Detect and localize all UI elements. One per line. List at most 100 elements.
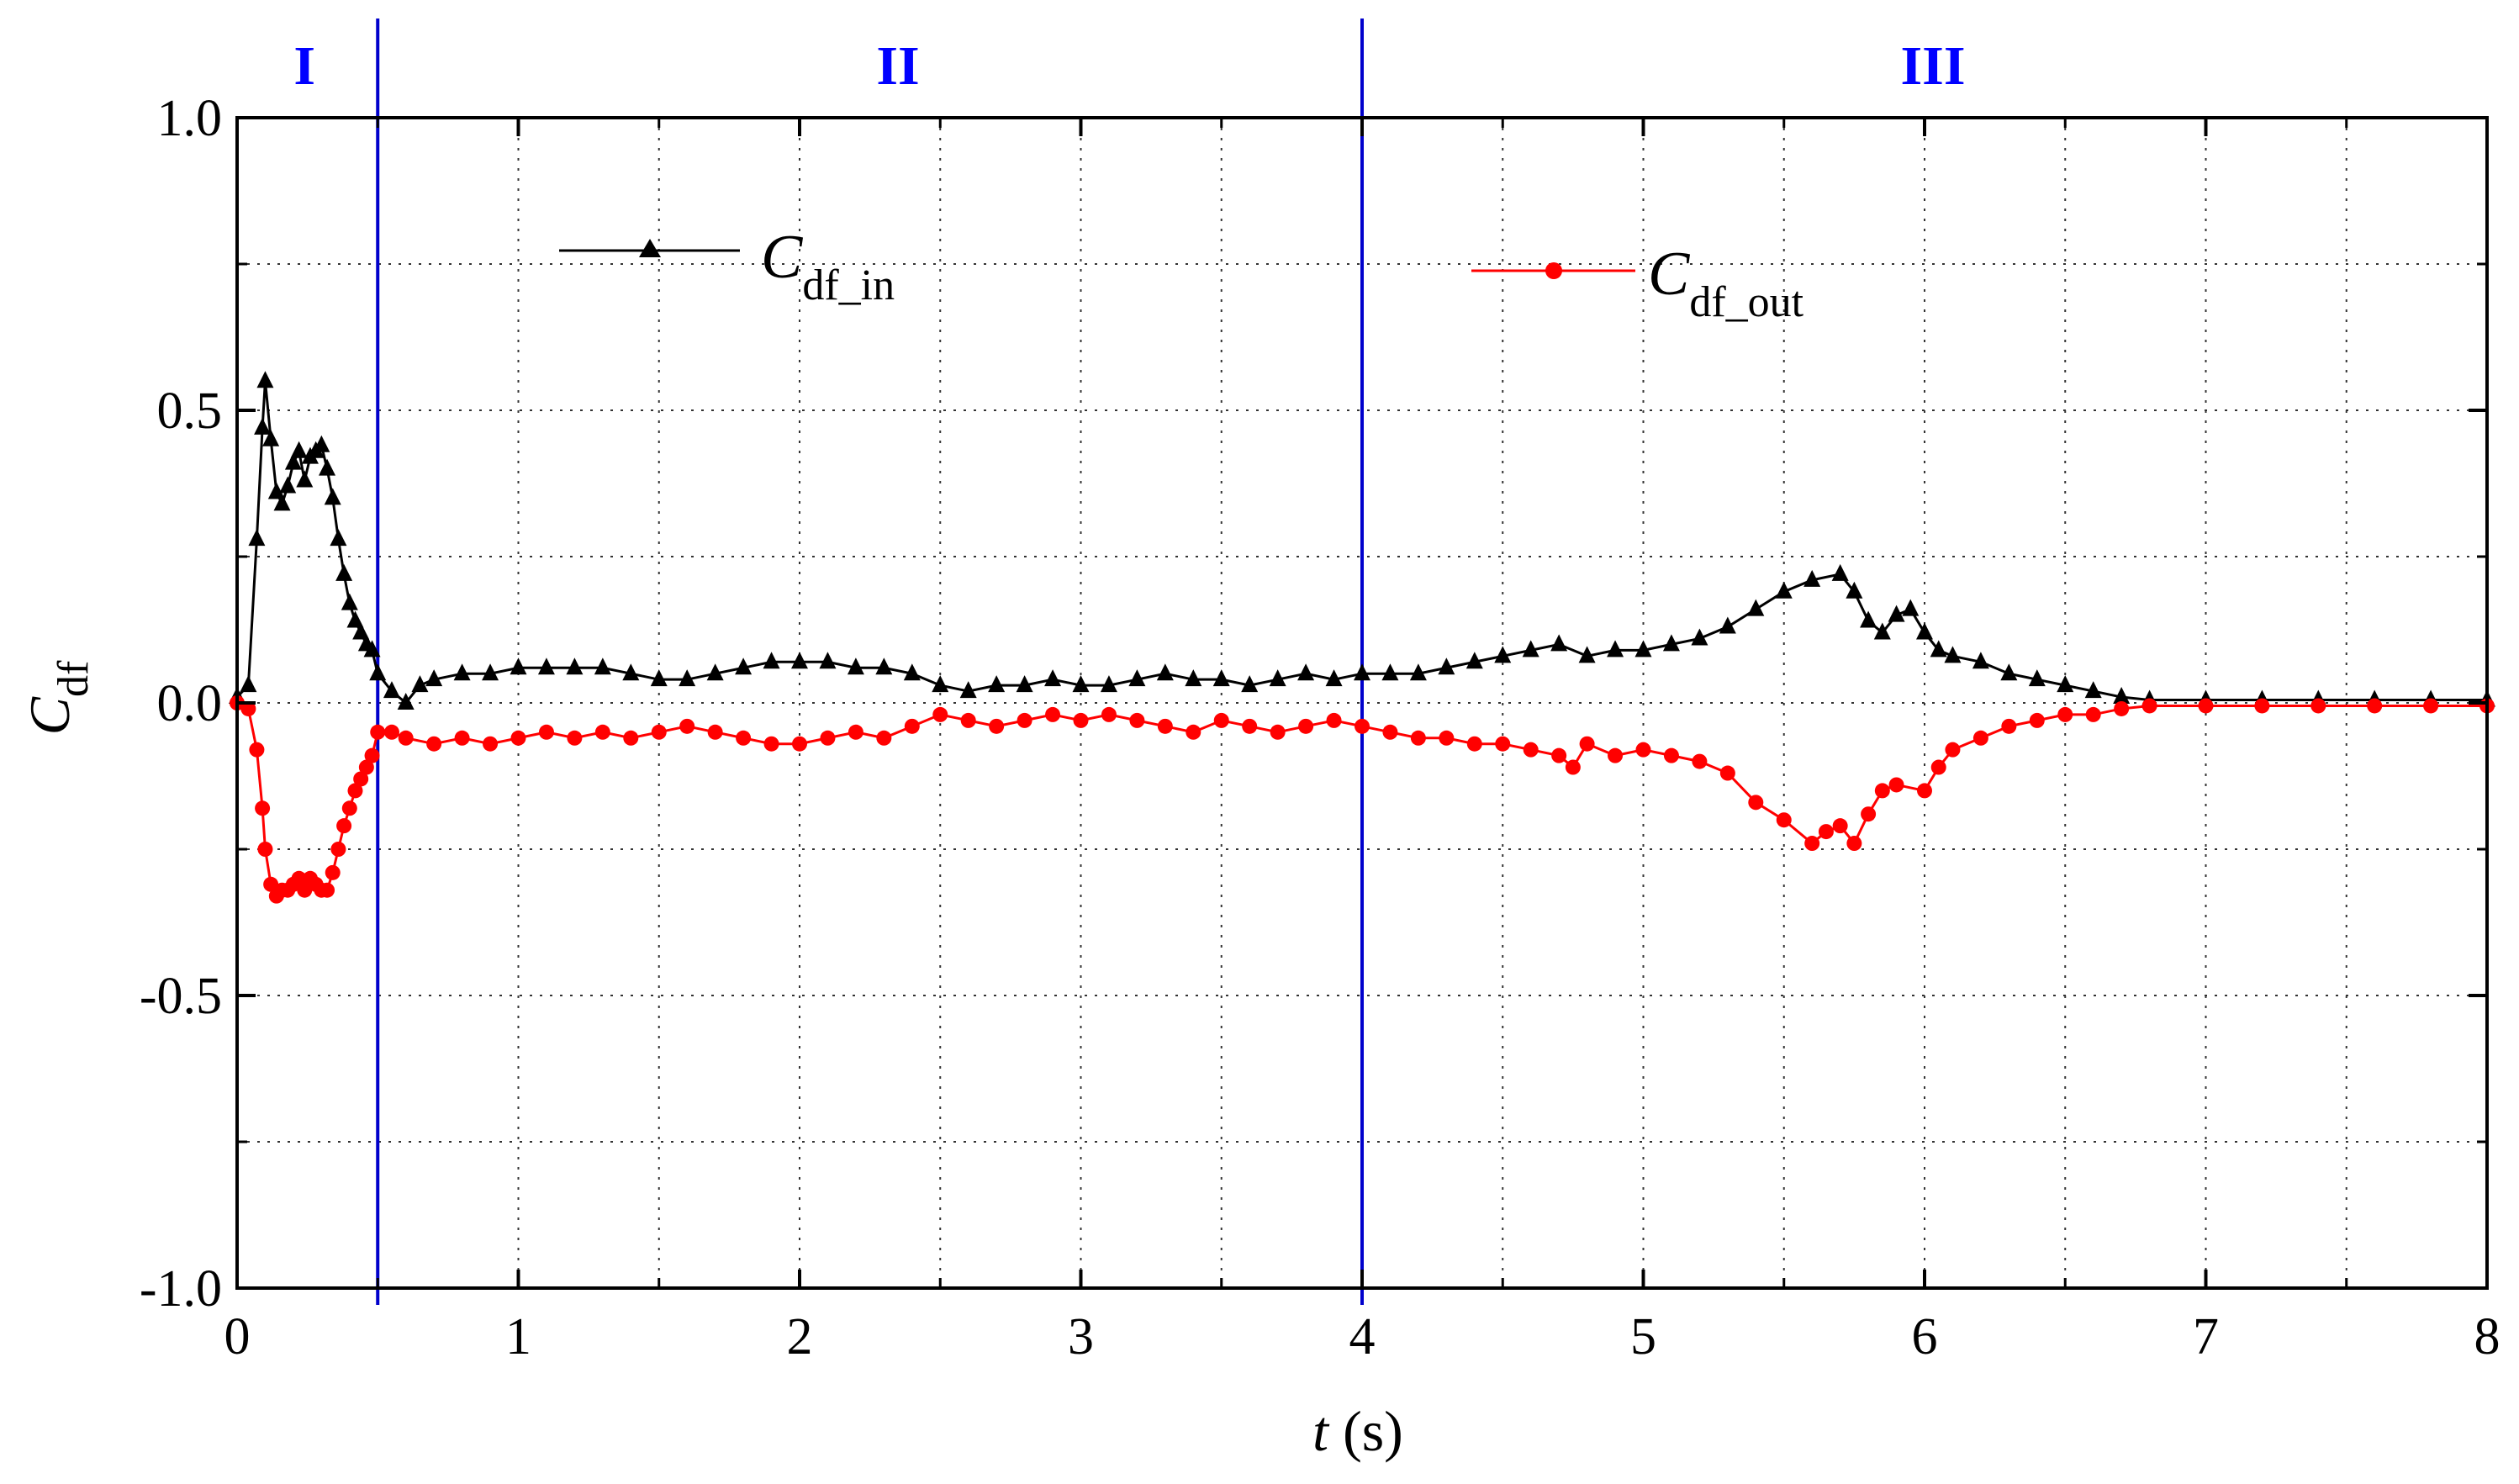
data-point-C_df_in <box>706 663 724 681</box>
data-point-C_df_in <box>1860 610 1877 628</box>
x-tick-label: 4 <box>1349 1308 1376 1365</box>
data-point-C_df_out <box>651 724 667 740</box>
legend-label-out-main: C <box>1648 240 1691 309</box>
data-point-C_df_in <box>1775 581 1793 599</box>
x-tick-label: 6 <box>1912 1308 1938 1365</box>
data-point-C_df_out <box>1874 783 1890 799</box>
data-point-C_df_in <box>324 488 341 505</box>
y-axis-title-main: C <box>18 696 82 735</box>
data-point-C_df_in <box>341 593 358 610</box>
data-point-C_df_out <box>1719 765 1735 781</box>
data-point-C_df_in <box>453 663 471 681</box>
data-point-C_df_out <box>255 800 271 816</box>
x-axis-title-var: t <box>1312 1399 1330 1463</box>
data-point-C_df_in <box>959 681 977 699</box>
legend-label-out-sub: df_out <box>1689 278 1803 326</box>
data-point-C_df_out <box>1551 747 1567 763</box>
data-point-C_df_in <box>330 529 347 547</box>
data-point-C_df_in <box>650 669 668 687</box>
data-point-C_df_out <box>820 730 836 746</box>
data-point-C_df_out <box>1270 724 1286 740</box>
data-point-C_df_out <box>1861 806 1877 822</box>
data-point-C_df_out <box>325 864 341 880</box>
y-tick-label: -0.5 <box>140 968 222 1025</box>
legend-label-in: Cdf_in <box>761 223 895 309</box>
data-point-C_df_in <box>1156 663 1174 681</box>
data-point-C_df_in <box>397 693 415 710</box>
data-point-C_df_in <box>537 658 555 675</box>
series-line-C_df_out <box>236 701 2487 899</box>
x-tick-label: 7 <box>2193 1308 2219 1365</box>
data-point-C_df_in <box>383 681 400 699</box>
data-point-C_df_out <box>383 724 399 740</box>
data-point-C_df_out <box>297 882 313 898</box>
data-point-C_df_out <box>876 730 892 746</box>
data-point-C_df_out <box>2001 718 2017 734</box>
data-point-C_df_out <box>1523 742 1539 758</box>
legend-label-in-sub: df_in <box>802 261 895 309</box>
series-layer <box>229 371 2495 904</box>
data-point-C_df_out <box>510 730 526 746</box>
data-point-C_df_out <box>347 783 363 799</box>
data-point-C_df_in <box>284 452 302 470</box>
data-point-C_df_out <box>398 730 414 746</box>
data-point-C_df_out <box>1579 736 1595 752</box>
data-point-C_df_out <box>1930 759 1946 775</box>
data-point-C_df_out <box>1565 759 1581 775</box>
data-point-C_df_in <box>735 658 753 675</box>
data-point-C_df_out <box>263 876 279 892</box>
data-point-C_df_out <box>1186 724 1201 740</box>
data-point-C_df_out <box>336 818 352 834</box>
data-point-C_df_out <box>370 724 386 740</box>
data-point-C_df_out <box>932 706 948 722</box>
data-point-C_df_in <box>1241 675 1259 693</box>
data-point-C_df_out <box>330 842 346 857</box>
data-point-C_df_in <box>279 476 297 494</box>
x-tick-label: 5 <box>1630 1308 1656 1365</box>
data-point-C_df_out <box>1495 736 1511 752</box>
data-point-C_df_in <box>1831 563 1849 581</box>
data-point-C_df_in <box>2028 669 2046 687</box>
data-point-C_df_in <box>1465 652 1483 669</box>
data-point-C_df_in <box>1972 652 1989 669</box>
data-point-C_df_in <box>903 663 921 681</box>
data-point-C_df_out <box>1663 747 1679 763</box>
data-point-C_df_in <box>988 675 1006 693</box>
data-point-C_df_out <box>1917 783 1932 799</box>
data-point-C_df_in <box>1212 669 1230 687</box>
data-point-C_df_in <box>1719 616 1736 634</box>
data-point-C_df_out <box>2423 698 2439 714</box>
data-point-C_df_in <box>932 675 949 693</box>
data-point-C_df_out <box>1776 812 1792 828</box>
data-point-C_df_out <box>1466 736 1482 752</box>
data-point-C_df_out <box>707 724 723 740</box>
legend-label-out: Cdf_out <box>1648 240 1804 326</box>
data-point-C_df_in <box>273 494 291 511</box>
data-point-C_df_out <box>2029 712 2045 728</box>
x-tick-label: 1 <box>505 1308 531 1365</box>
data-point-C_df_out <box>2114 700 2130 716</box>
data-point-C_df_out <box>249 742 265 758</box>
series-line-C_df_in <box>235 381 2487 705</box>
data-point-C_df_in <box>847 658 864 675</box>
data-point-C_df_in <box>411 675 429 693</box>
data-point-C_df_out <box>1326 712 1342 728</box>
data-point-C_df_out <box>353 771 369 787</box>
x-tick-label: 3 <box>1068 1308 1094 1365</box>
data-point-C_df_in <box>1269 669 1286 687</box>
data-point-C_df_out <box>1355 718 1370 734</box>
region-dividers <box>376 18 1364 1305</box>
data-point-C_df_out <box>1298 718 1314 734</box>
data-point-C_df_in <box>1100 675 1117 693</box>
data-point-C_df_out <box>1242 718 1258 734</box>
legend-marker-in <box>639 239 661 257</box>
data-point-C_df_out <box>1818 824 1834 840</box>
data-point-C_df_in <box>1297 663 1315 681</box>
data-point-C_df_in <box>791 652 808 669</box>
data-point-C_df_in <box>1044 669 1062 687</box>
data-point-C_df_in <box>1803 569 1821 587</box>
data-point-C_df_out <box>1410 730 1426 746</box>
x-tick-label: 8 <box>2474 1308 2501 1365</box>
data-point-C_df_out <box>792 736 807 752</box>
